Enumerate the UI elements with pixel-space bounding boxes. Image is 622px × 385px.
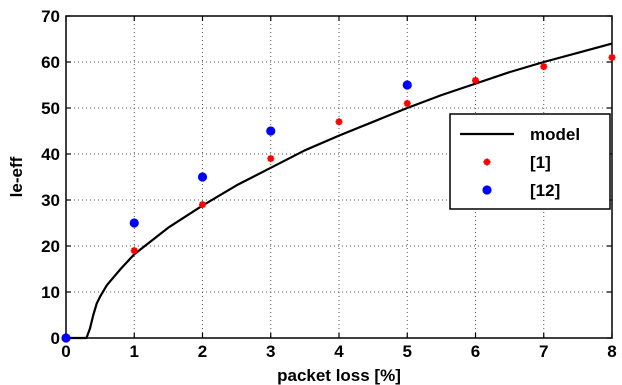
y-tick-label: 60	[41, 53, 60, 72]
legend-box	[449, 113, 611, 210]
x-tick-label: 2	[198, 342, 207, 361]
y-tick-label: 0	[51, 329, 60, 348]
series	[61, 42, 616, 343]
x-tick-label: 8	[607, 342, 616, 361]
x-tick-label: 5	[403, 342, 412, 361]
series-1-point	[335, 118, 343, 126]
x-tick-label: 0	[61, 342, 70, 361]
x-tick-label: 4	[334, 342, 344, 361]
series-1-point	[403, 99, 411, 107]
x-axis-title: packet loss [%]	[277, 366, 401, 385]
series-1-point	[540, 63, 548, 71]
axes: 0 1 2 3 4 5 6 7 8 0 10 20 30 40 50 60 70 packet loss [%] l…	[7, 7, 617, 385]
series-12-point	[266, 126, 276, 136]
grid	[66, 16, 612, 338]
series-1-point	[130, 247, 138, 255]
model-curve	[66, 42, 613, 340]
x-tick-label: 6	[471, 342, 480, 361]
x-tick-label: 3	[266, 342, 275, 361]
series-1-point	[472, 76, 479, 84]
legend-label: model	[530, 125, 580, 144]
legend-label: [12]	[530, 181, 560, 200]
y-axis-title: le-eff	[7, 156, 26, 197]
y-tick-label: 40	[41, 145, 60, 164]
legend-swatch-12	[482, 185, 492, 195]
x-tick-label: 1	[130, 342, 139, 361]
series-12-point	[402, 80, 412, 90]
series-12-point	[61, 333, 71, 343]
legend-label: [1]	[530, 153, 551, 172]
y-tick-label: 10	[41, 283, 60, 302]
y-tick-label: 30	[41, 191, 60, 210]
y-tick-label: 50	[41, 99, 60, 118]
y-tick-label: 70	[41, 7, 60, 26]
x-tick-label: 7	[539, 342, 548, 361]
series-1-point	[608, 53, 616, 61]
legend: model [1] [12]	[449, 113, 611, 210]
series-12-point	[129, 218, 139, 228]
y-tick-label: 20	[41, 237, 60, 256]
series-1-point	[199, 201, 206, 209]
legend-swatch-1	[483, 158, 491, 166]
series-12-point	[197, 172, 208, 182]
series-1-point	[267, 155, 275, 163]
